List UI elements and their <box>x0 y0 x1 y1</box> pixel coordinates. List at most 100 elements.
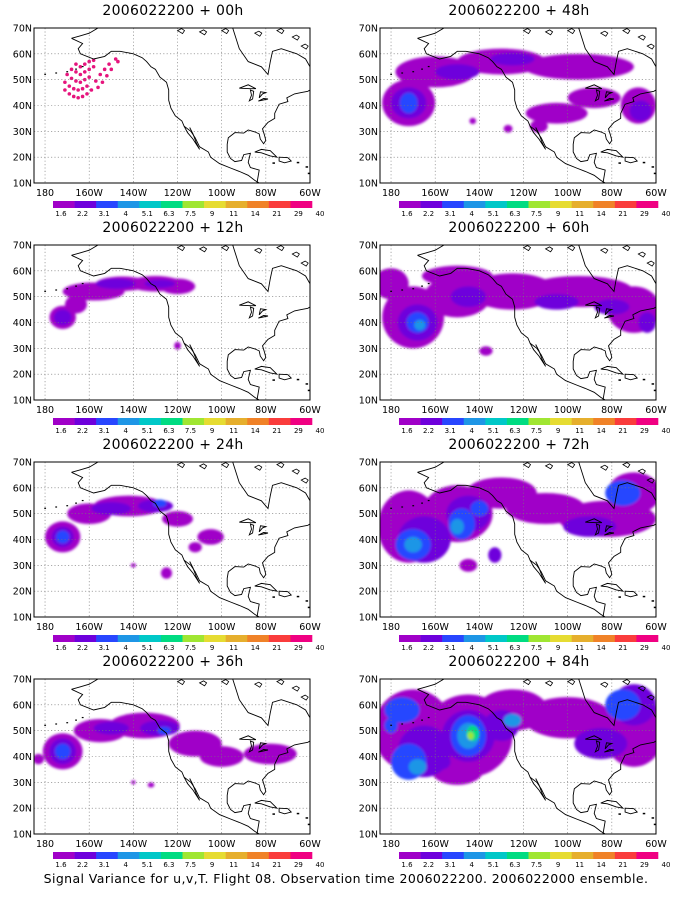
longitude-tick-label: 60W <box>299 405 321 416</box>
longitude-tick-label: 140W <box>120 405 148 416</box>
color-scale-label: 6.3 <box>163 210 174 217</box>
color-scale-swatch <box>268 635 291 642</box>
color-scale-swatch <box>593 852 616 859</box>
color-scale-label: 1.6 <box>401 644 413 651</box>
color-scale-swatch <box>636 418 659 425</box>
longitude-tick-label: 140W <box>466 188 494 199</box>
longitude-tick-label: 140W <box>466 622 494 633</box>
longitude-tick-label: 100W <box>208 839 236 850</box>
variance-contour <box>56 530 70 544</box>
observation-point <box>74 70 78 74</box>
observation-point <box>74 62 78 66</box>
latitude-tick-label: 40N <box>13 318 32 329</box>
latitude-tick-label: 30N <box>359 778 378 789</box>
latitude-tick-label: 20N <box>359 370 378 381</box>
color-scale-swatch <box>204 635 226 642</box>
longitude-tick-label: 120W <box>164 405 192 416</box>
latitude-tick-label: 20N <box>13 587 32 598</box>
panel-title: 2006022200 + 72h <box>448 437 590 453</box>
variance-contour <box>567 87 621 109</box>
panel-title: 2006022200 + 12h <box>102 220 244 236</box>
panel-title: 2006022200 + 24h <box>102 437 244 453</box>
variance-contour <box>638 312 656 333</box>
color-scale-label: 29 <box>294 210 303 217</box>
color-scale-swatch <box>247 635 270 642</box>
color-scale-swatch <box>528 201 551 208</box>
latitude-tick-label: 30N <box>13 127 32 138</box>
color-scale-label: 3.1 <box>445 210 456 217</box>
longitude-tick-label: 80W <box>601 622 623 633</box>
latitude-tick-label: 70N <box>359 241 378 252</box>
longitude-tick-label: 180 <box>382 839 400 850</box>
observation-point <box>78 64 83 69</box>
longitude-tick-label: 160W <box>421 622 449 633</box>
figure-caption: Signal Variance for u,v,T. Flight 08. Ob… <box>43 871 649 886</box>
longitude-tick-label: 120W <box>510 839 538 850</box>
longitude-tick-label: 160W <box>75 839 103 850</box>
color-scale-label: 4 <box>470 644 475 651</box>
latitude-tick-label: 30N <box>13 344 32 355</box>
color-scale-swatch <box>290 852 313 859</box>
color-scale-label: 6.3 <box>163 644 174 651</box>
longitude-tick-label: 160W <box>421 839 449 850</box>
color-scale-label: 40 <box>662 427 671 434</box>
latitude-tick-label: 70N <box>13 458 32 469</box>
observation-point <box>67 92 72 96</box>
longitude-tick-label: 160W <box>75 622 103 633</box>
color-scale-label: 9 <box>210 861 214 868</box>
color-scale-swatch <box>636 635 659 642</box>
color-scale-swatch <box>485 852 508 859</box>
color-scale-swatch <box>528 852 551 859</box>
variance-contour <box>421 265 493 287</box>
color-scale-label: 14 <box>597 427 606 434</box>
color-scale-swatch <box>182 418 205 425</box>
observation-point <box>113 57 118 61</box>
color-scale-label: 6.3 <box>163 427 174 434</box>
variance-contour <box>503 124 513 133</box>
variance-contour <box>384 697 420 723</box>
color-scale-label: 14 <box>597 861 606 868</box>
map-panel: 70N 60N 50N 40N 30N 20N 10N 180 160W 140W 120W 100W… <box>0 217 346 434</box>
color-scale-label: 5.1 <box>488 210 499 217</box>
color-scale-label: 6.3 <box>509 644 520 651</box>
observation-point <box>109 67 114 72</box>
color-scale-label: 6.3 <box>509 427 520 434</box>
color-scale-label: 2.2 <box>77 644 88 651</box>
observation-point <box>82 62 87 66</box>
color-scale-label: 29 <box>640 210 649 217</box>
map-panel: 70N 60N 50N 40N 30N 20N 10N 180 160W 140W 120W 100W… <box>0 434 346 651</box>
variance-contour <box>467 731 474 740</box>
longitude-tick-label: 140W <box>120 622 148 633</box>
latitude-tick-label: 50N <box>359 75 378 86</box>
variance-contour <box>490 52 535 66</box>
observation-point <box>96 85 100 90</box>
longitude-tick-label: 100W <box>208 622 236 633</box>
observation-point <box>87 75 91 79</box>
latitude-tick-label: 60N <box>359 266 378 277</box>
color-scale-swatch <box>399 852 421 859</box>
observation-point <box>78 72 83 77</box>
color-scale-swatch <box>636 852 659 859</box>
observation-point <box>69 67 74 72</box>
color-scale-label: 7.5 <box>531 427 542 434</box>
variance-contour <box>523 53 634 80</box>
variance-contour <box>488 547 502 563</box>
longitude-tick-label: 60W <box>299 188 321 199</box>
variance-contour <box>64 295 87 314</box>
contour-map: 70N 60N 50N 40N 30N 20N 10N 180 160W 140W 120W 100W… <box>13 458 325 652</box>
color-scale-label: 2.2 <box>423 644 434 651</box>
color-scale-label: 2.2 <box>423 427 434 434</box>
color-scale-label: 29 <box>640 427 649 434</box>
longitude-tick-label: 100W <box>554 405 582 416</box>
color-scale-label: 4 <box>470 210 475 217</box>
color-scale-label: 11 <box>575 861 584 868</box>
variance-contour <box>450 286 486 307</box>
color-scale-swatch <box>160 201 183 208</box>
latitude-tick-label: 50N <box>359 509 378 520</box>
color-scale-swatch <box>463 201 486 208</box>
variance-contour <box>53 309 72 326</box>
variance-contour <box>174 341 181 350</box>
color-scale-label: 1.6 <box>401 861 413 868</box>
map-panel: 70N 60N 50N 40N 30N 20N 10N 180 160W 140W 120W 100W… <box>346 217 692 434</box>
color-scale-label: 40 <box>316 210 325 217</box>
